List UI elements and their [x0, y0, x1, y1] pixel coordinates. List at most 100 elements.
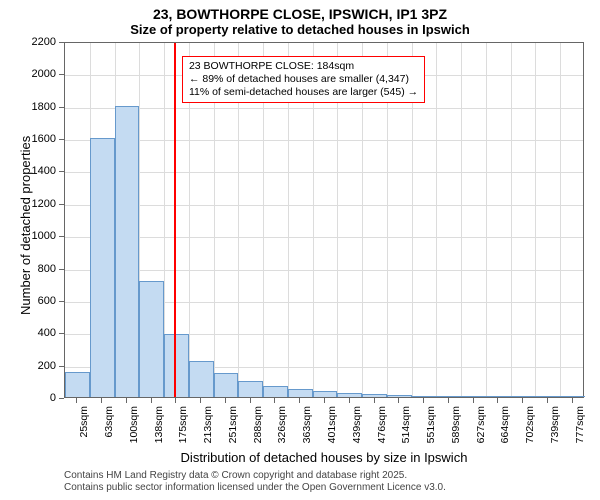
x-tick-label: 138sqm: [153, 406, 165, 456]
y-tick-label: 400: [0, 327, 56, 339]
chart-title: 23, BOWTHORPE CLOSE, IPSWICH, IP1 3PZ: [0, 6, 600, 22]
grid-line-h: [65, 108, 583, 109]
histogram-bar: [139, 281, 164, 398]
x-tick-label: 251sqm: [227, 406, 239, 456]
x-tick-label: 777sqm: [574, 406, 586, 456]
x-tick-label: 175sqm: [177, 406, 189, 456]
x-tick-label: 439sqm: [351, 406, 363, 456]
x-tick-mark: [299, 398, 300, 403]
histogram-bar: [535, 396, 560, 397]
histogram-bar: [362, 394, 387, 397]
x-tick-label: 551sqm: [425, 406, 437, 456]
annotation-line2: ← 89% of detached houses are smaller (4,…: [189, 73, 418, 86]
x-tick-mark: [324, 398, 325, 403]
grid-line-h: [65, 237, 583, 238]
x-tick-label: 739sqm: [549, 406, 561, 456]
grid-line-v: [461, 43, 462, 397]
histogram-bar: [214, 373, 239, 397]
footer-note: Contains HM Land Registry data © Crown c…: [64, 470, 446, 494]
x-tick-mark: [398, 398, 399, 403]
y-tick-mark: [59, 74, 64, 75]
x-tick-mark: [448, 398, 449, 403]
histogram-bar: [511, 396, 536, 397]
grid-line-h: [65, 140, 583, 141]
y-tick-label: 2200: [0, 36, 56, 48]
histogram-bar: [387, 395, 412, 397]
x-tick-label: 589sqm: [450, 406, 462, 456]
y-axis-label: Number of detached properties: [18, 136, 33, 315]
y-tick-mark: [59, 398, 64, 399]
x-tick-mark: [250, 398, 251, 403]
histogram-bar: [189, 361, 214, 397]
x-tick-mark: [522, 398, 523, 403]
grid-line-v: [486, 43, 487, 397]
y-tick-label: 2000: [0, 68, 56, 80]
histogram-bar: [65, 372, 90, 397]
y-tick-mark: [59, 171, 64, 172]
y-tick-mark: [59, 269, 64, 270]
histogram-bar: [560, 396, 585, 397]
chart-subtitle: Size of property relative to detached ho…: [0, 22, 600, 37]
grid-line-h: [65, 270, 583, 271]
x-tick-mark: [274, 398, 275, 403]
marker-line: [174, 43, 176, 397]
annotation-line3: 11% of semi-detached houses are larger (…: [189, 86, 418, 99]
grid-line-v: [436, 43, 437, 397]
x-tick-mark: [175, 398, 176, 403]
histogram-bar: [90, 138, 115, 397]
grid-line-v: [511, 43, 512, 397]
histogram-bar: [313, 391, 338, 397]
footer-line2: Contains public sector information licen…: [64, 482, 446, 494]
x-tick-label: 288sqm: [252, 406, 264, 456]
x-tick-label: 213sqm: [202, 406, 214, 456]
x-tick-mark: [151, 398, 152, 403]
grid-line-v: [535, 43, 536, 397]
histogram-bar: [337, 393, 362, 397]
histogram-bar: [115, 106, 140, 397]
x-tick-label: 63sqm: [103, 406, 115, 456]
x-tick-label: 401sqm: [326, 406, 338, 456]
x-axis-label: Distribution of detached houses by size …: [64, 450, 584, 465]
histogram-bar: [288, 389, 313, 397]
x-tick-mark: [497, 398, 498, 403]
y-tick-mark: [59, 107, 64, 108]
x-tick-mark: [200, 398, 201, 403]
x-tick-label: 25sqm: [78, 406, 90, 456]
y-tick-mark: [59, 204, 64, 205]
histogram-bar: [486, 396, 511, 397]
y-tick-mark: [59, 42, 64, 43]
histogram-bar: [263, 386, 288, 397]
grid-line-h: [65, 172, 583, 173]
histogram-bar: [412, 396, 437, 397]
y-tick-mark: [59, 333, 64, 334]
chart-container: 23, BOWTHORPE CLOSE, IPSWICH, IP1 3PZ Si…: [0, 0, 600, 500]
footer-line1: Contains HM Land Registry data © Crown c…: [64, 470, 446, 482]
y-tick-mark: [59, 139, 64, 140]
y-tick-mark: [59, 301, 64, 302]
histogram-bar: [164, 334, 189, 397]
x-tick-label: 100sqm: [128, 406, 140, 456]
x-tick-label: 363sqm: [301, 406, 313, 456]
y-tick-mark: [59, 236, 64, 237]
histogram-bar: [436, 396, 461, 397]
title-block: 23, BOWTHORPE CLOSE, IPSWICH, IP1 3PZ Si…: [0, 0, 600, 37]
x-tick-mark: [126, 398, 127, 403]
x-tick-mark: [76, 398, 77, 403]
x-tick-label: 702sqm: [524, 406, 536, 456]
x-tick-mark: [423, 398, 424, 403]
y-tick-label: 200: [0, 360, 56, 372]
y-tick-mark: [59, 366, 64, 367]
grid-line-v: [560, 43, 561, 397]
histogram-bar: [238, 381, 263, 397]
x-tick-mark: [547, 398, 548, 403]
x-tick-mark: [225, 398, 226, 403]
y-tick-label: 0: [0, 392, 56, 404]
x-tick-mark: [349, 398, 350, 403]
x-tick-label: 664sqm: [499, 406, 511, 456]
x-tick-label: 627sqm: [475, 406, 487, 456]
annotation-line1: 23 BOWTHORPE CLOSE: 184sqm: [189, 60, 418, 73]
x-tick-label: 514sqm: [400, 406, 412, 456]
annotation-box: 23 BOWTHORPE CLOSE: 184sqm ← 89% of deta…: [182, 56, 425, 103]
x-tick-mark: [572, 398, 573, 403]
histogram-bar: [461, 396, 486, 397]
